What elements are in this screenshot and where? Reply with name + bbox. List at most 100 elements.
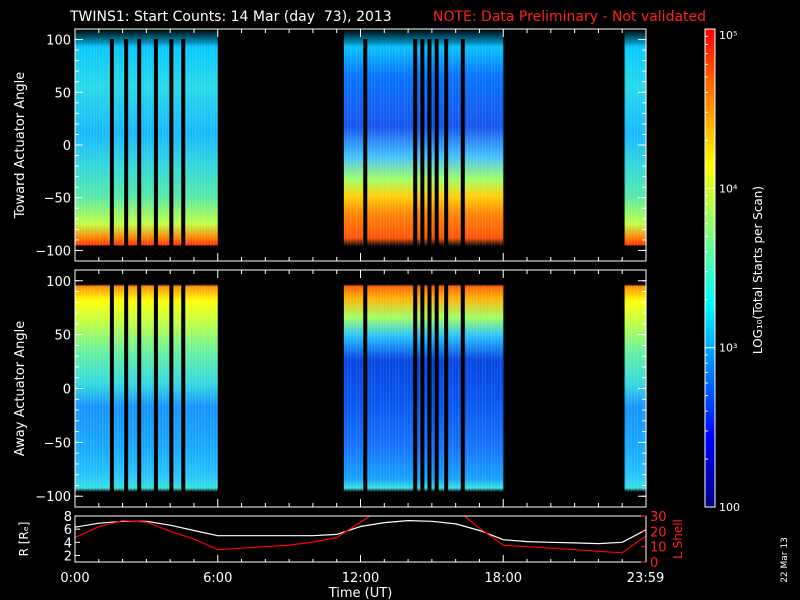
away-texture-stripe	[358, 285, 361, 492]
away-texture-stripe	[195, 285, 197, 492]
toward-texture-stripe	[472, 44, 475, 246]
colorbar-tick-label: 10⁴	[719, 182, 738, 195]
away-data-gap	[420, 280, 425, 497]
away-texture-stripe	[493, 285, 496, 492]
toward-texture-stripe	[346, 44, 349, 246]
away-data-gap	[109, 280, 114, 497]
away-data-gap	[169, 280, 174, 497]
away-texture-stripe	[90, 285, 92, 492]
toward-texture-stripe	[343, 44, 346, 246]
away-texture-stripe	[367, 285, 370, 492]
away-texture-stripe	[189, 285, 191, 492]
toward-texture-stripe	[376, 44, 379, 246]
toward-data-gap	[363, 39, 368, 251]
toward-texture-stripe	[93, 44, 95, 246]
away-texture-stripe	[355, 285, 358, 492]
toward-ylabel: Toward Actuator Angle	[13, 72, 28, 219]
away-texture-stripe	[624, 285, 627, 492]
away-texture-stripe	[129, 285, 131, 492]
away-ytick-label: −50	[44, 436, 71, 451]
away-texture-stripe	[198, 285, 200, 492]
away-data-segment	[75, 270, 218, 507]
toward-texture-stripe	[475, 44, 478, 246]
toward-texture-stripe	[213, 44, 215, 246]
away-texture-stripe	[153, 285, 155, 492]
away-texture-stripe	[487, 285, 490, 492]
toward-data-gap	[444, 39, 449, 251]
away-ytick-label: −100	[35, 490, 71, 505]
away-texture-stripe	[114, 285, 116, 492]
away-data-gap	[363, 280, 368, 497]
away-data-gap	[444, 280, 449, 497]
side-date-label: 22 Mar 13	[780, 537, 790, 583]
toward-texture-stripe	[352, 44, 355, 246]
away-texture-stripe	[466, 285, 469, 492]
toward-texture-stripe	[630, 44, 633, 246]
away-data-gap	[427, 280, 432, 497]
orbit-right-tick-label: 0	[650, 556, 658, 571]
away-texture-stripe	[385, 285, 388, 492]
toward-texture-stripe	[355, 44, 358, 246]
toward-data-gap	[109, 39, 114, 251]
toward-ytick-label: −50	[44, 192, 71, 207]
away-texture-stripe	[105, 285, 107, 492]
orbit-series-left	[75, 519, 646, 545]
away-data-gap	[153, 280, 158, 497]
orbit-series-right	[75, 516, 646, 554]
orbit-right-label: L Shell	[671, 519, 685, 559]
toward-texture-stripe	[117, 44, 119, 246]
toward-texture-stripe	[114, 44, 116, 246]
away-texture-stripe	[490, 285, 493, 492]
away-texture-stripe	[349, 285, 352, 492]
orbit-right-tick-label: 10	[650, 541, 667, 556]
toward-data-gap	[137, 39, 142, 251]
colorbar-tick-label: 10³	[719, 342, 737, 355]
toward-texture-stripe	[180, 44, 182, 246]
toward-texture-stripe	[144, 44, 146, 246]
away-data-gap	[413, 280, 418, 497]
toward-texture-stripe	[361, 44, 364, 246]
away-texture-stripe	[352, 285, 355, 492]
away-texture-stripe	[168, 285, 170, 492]
away-texture-stripe	[144, 285, 146, 492]
toward-texture-stripe	[367, 44, 370, 246]
away-texture-stripe	[406, 285, 409, 492]
away-texture-stripe	[123, 285, 125, 492]
colorbar-tick-label: 10⁵	[719, 29, 737, 42]
away-texture-stripe	[433, 285, 436, 492]
colorbar-label: LOG₁₀(Total Starts per Scan)	[751, 186, 765, 354]
orbit-xtick-label: 0:00	[60, 571, 89, 586]
orbit-left-label: R [Rₑ]	[17, 522, 31, 557]
toward-ytick-label: 50	[54, 86, 71, 101]
toward-texture-stripe	[400, 44, 403, 246]
toward-texture-stripe	[108, 44, 110, 246]
toward-texture-stripe	[102, 44, 104, 246]
away-texture-stripe	[478, 285, 481, 492]
toward-texture-stripe	[132, 44, 134, 246]
away-texture-stripe	[207, 285, 209, 492]
away-texture-stripe	[472, 285, 475, 492]
toward-data-segment	[624, 29, 646, 261]
toward-data-gap	[413, 39, 418, 251]
toward-texture-stripe	[388, 44, 391, 246]
away-texture-stripe	[204, 285, 206, 492]
toward-texture-stripe	[123, 44, 125, 246]
toward-texture-stripe	[448, 44, 451, 246]
away-texture-stripe	[442, 285, 445, 492]
toward-data-gap	[427, 39, 432, 251]
away-texture-stripe	[373, 285, 376, 492]
toward-texture-stripe	[150, 44, 152, 246]
away-texture-stripe	[481, 285, 484, 492]
orbit-left-tick-label: 6	[64, 523, 72, 538]
toward-texture-stripe	[478, 44, 481, 246]
toward-texture-stripe	[153, 44, 155, 246]
orbit-xtick-label: 12:00	[342, 571, 379, 586]
away-texture-stripe	[630, 285, 633, 492]
toward-data-gap	[169, 39, 174, 251]
away-texture-stripe	[120, 285, 122, 492]
toward-texture-stripe	[624, 44, 627, 246]
away-ytick-label: 0	[63, 383, 71, 398]
toward-texture-stripe	[466, 44, 469, 246]
away-ytick-label: 100	[46, 275, 71, 290]
